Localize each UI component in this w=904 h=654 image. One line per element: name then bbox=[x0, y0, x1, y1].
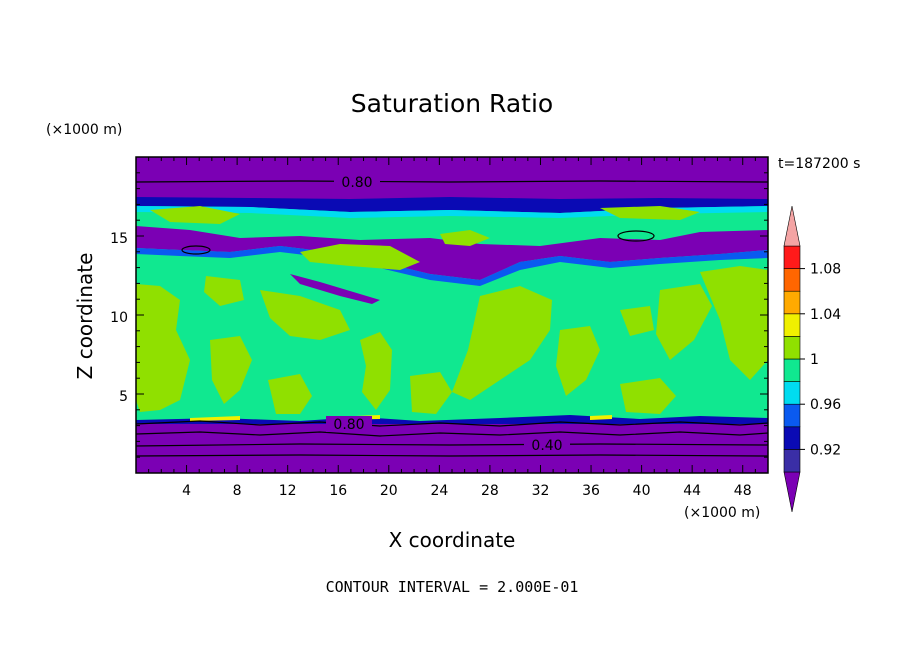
supersat-patch bbox=[620, 378, 676, 414]
supersat-patch bbox=[300, 244, 420, 270]
x-tick-label: 36 bbox=[582, 483, 600, 499]
supersat-patch bbox=[410, 372, 452, 414]
colorbar-label: 1 bbox=[810, 352, 819, 368]
contour-label: 0.80 bbox=[333, 417, 364, 433]
x-tick-label: 8 bbox=[233, 483, 242, 499]
surface-moist-edge bbox=[136, 415, 768, 424]
lower-dry-layer bbox=[136, 422, 768, 473]
supersat-patch bbox=[556, 326, 600, 396]
x-tick-label: 48 bbox=[734, 483, 752, 499]
colorbar-swatch bbox=[783, 313, 801, 337]
contour-line-lower bbox=[135, 431, 769, 437]
colorbar-swatch bbox=[783, 358, 801, 382]
colorbar-triangle-low bbox=[783, 471, 801, 513]
colorbar-label: 1.08 bbox=[810, 262, 841, 278]
colorbar-label: 1.04 bbox=[810, 307, 841, 323]
colorbar-swatch bbox=[783, 426, 801, 450]
contour-line-lower bbox=[135, 454, 769, 457]
supersat-patch bbox=[620, 306, 654, 336]
colorbar-swatch bbox=[783, 290, 801, 315]
x-tick-label: 40 bbox=[633, 483, 651, 499]
supersat-patch bbox=[210, 336, 252, 404]
y-ticks: 5 10 15 bbox=[110, 172, 768, 458]
contour-interval-label: CONTOUR INTERVAL = 2.000E-01 bbox=[326, 578, 579, 596]
contour-label: 0.80 bbox=[341, 175, 372, 191]
mid-dry-tongue bbox=[136, 226, 768, 280]
upper-dry-layer bbox=[136, 157, 768, 199]
supersat-patch bbox=[656, 284, 712, 360]
dry-filament bbox=[290, 274, 380, 304]
y-unit-label: (×1000 m) bbox=[46, 122, 122, 138]
colorbar: 1.08 1.04 1 0.96 0.92 bbox=[783, 205, 841, 513]
colorbar-swatch bbox=[783, 336, 801, 360]
y-tick-label: 15 bbox=[110, 231, 128, 247]
y-tick-label: 5 bbox=[119, 389, 128, 405]
contour-line-lower bbox=[135, 420, 769, 427]
contour-label-bg bbox=[524, 437, 570, 453]
colorbar-swatch bbox=[783, 403, 801, 428]
x-axis-label: X coordinate bbox=[389, 528, 516, 552]
colorbar-swatch bbox=[783, 449, 801, 473]
supersat-patch bbox=[600, 206, 700, 220]
x-tick-label: 4 bbox=[182, 483, 191, 499]
supersat-patch bbox=[700, 266, 768, 380]
supersat-patch bbox=[440, 230, 490, 246]
x-tick-label: 16 bbox=[329, 483, 347, 499]
contour-line-upper bbox=[135, 180, 769, 183]
supersat-patch bbox=[136, 284, 190, 412]
colorbar-label: 0.92 bbox=[810, 442, 841, 458]
contour-field: 0.80 0.80 0.40 bbox=[135, 156, 769, 474]
x-tick-label: 44 bbox=[683, 483, 701, 499]
contour-line-lower bbox=[135, 443, 769, 447]
upper-cyan-band bbox=[136, 206, 768, 218]
x-ticks: 4 8 12 16 20 24 28 32 36 40 44 48 bbox=[148, 157, 756, 499]
supersat-patch bbox=[360, 332, 392, 410]
x-tick-label: 24 bbox=[430, 483, 448, 499]
supersat-patch bbox=[150, 206, 240, 224]
x-tick-label: 12 bbox=[279, 483, 297, 499]
contour-label-bg bbox=[334, 173, 380, 190]
mid-dry-tongue-edge bbox=[136, 246, 768, 286]
supersat-patch bbox=[268, 374, 312, 414]
time-label: t=187200 s bbox=[778, 156, 860, 172]
x-tick-label: 32 bbox=[532, 483, 550, 499]
supersat-patch bbox=[452, 286, 552, 400]
x-tick-label: 20 bbox=[380, 483, 398, 499]
colorbar-swatch bbox=[783, 381, 801, 405]
contour-ring bbox=[181, 245, 211, 255]
y-tick-label: 10 bbox=[110, 310, 128, 326]
x-unit-label: (×1000 m) bbox=[684, 505, 760, 521]
supersat-patch bbox=[260, 290, 350, 340]
chart-title: Saturation Ratio bbox=[351, 89, 553, 118]
supersat-patch bbox=[204, 276, 244, 306]
colorbar-swatch bbox=[783, 268, 801, 292]
contour-ring bbox=[617, 230, 655, 242]
colorbar-triangle-high bbox=[783, 205, 801, 247]
y-axis-label: Z coordinate bbox=[73, 253, 97, 380]
contour-label: 0.40 bbox=[531, 438, 562, 454]
contour-label-bg bbox=[326, 416, 372, 432]
colorbar-swatch bbox=[783, 245, 801, 269]
x-tick-label: 28 bbox=[481, 483, 499, 499]
colorbar-label: 0.96 bbox=[810, 397, 841, 413]
